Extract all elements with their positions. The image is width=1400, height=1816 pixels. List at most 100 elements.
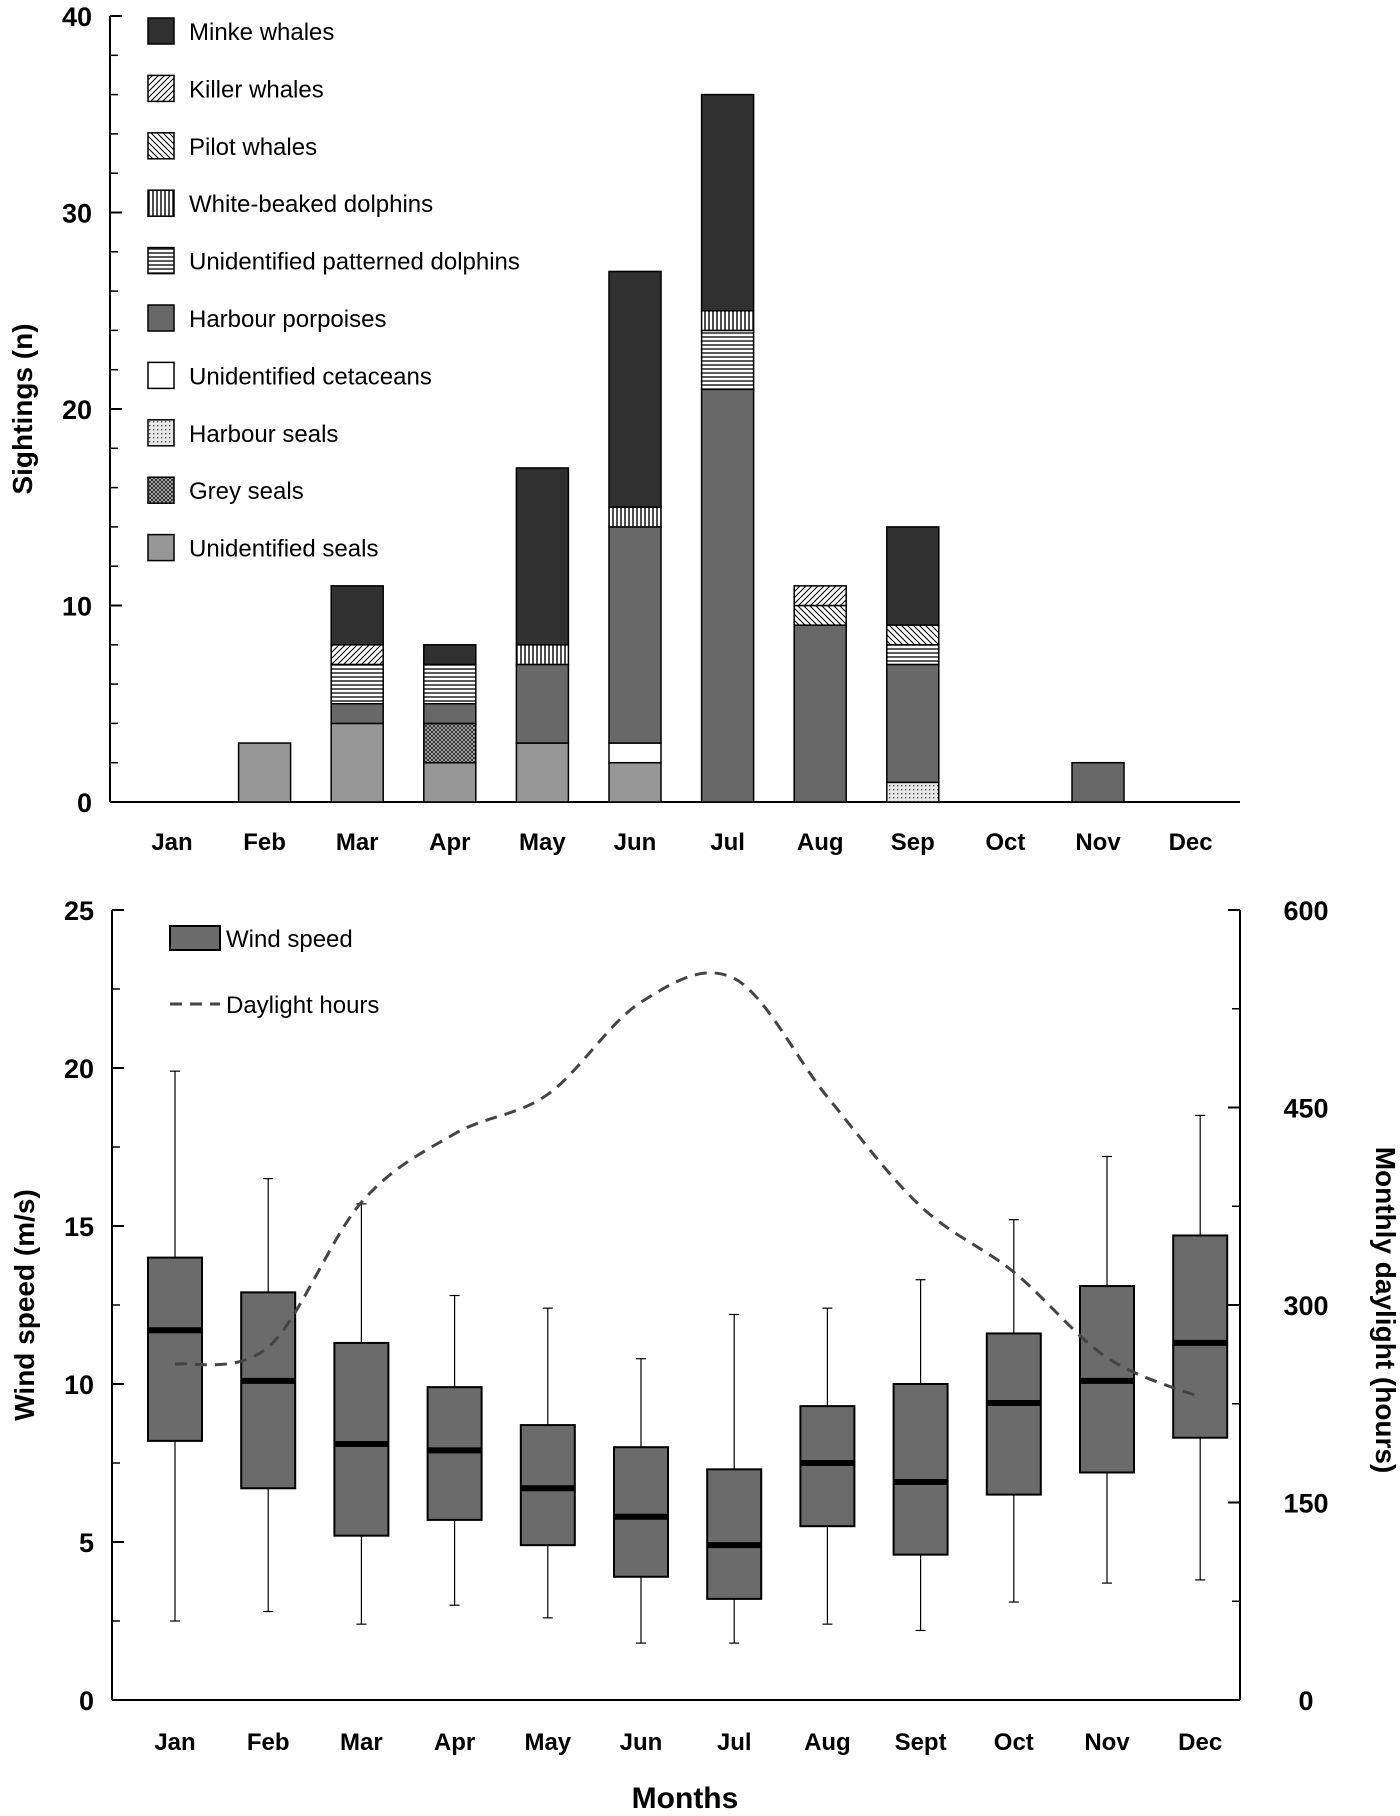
box-iqr [985,1332,1042,1496]
top-x-tick-label-jun: Jun [614,829,657,856]
box-jul [706,1313,763,1644]
bar-aug-pilot-whales [793,604,847,626]
bottom-x-tick-label-nov: Nov [1084,1729,1130,1756]
bar-apr-minke-whales [423,644,477,666]
bar-may-unidentified-seals [515,742,570,803]
top-y-tick-label: 40 [62,2,92,32]
bottom-y-tick-label: 15 [64,1212,94,1242]
legend-swatch-unidentified-seals [147,533,175,562]
top-x-tick-label-may: May [519,829,566,856]
top-x-tick-label-aug: Aug [797,829,844,856]
box-nov [1079,1155,1135,1584]
bottom-y-axis-title: Wind speed (m/s) [9,1189,40,1421]
legend-swatch-minke-whales [147,17,175,45]
box-jun [613,1358,669,1644]
bar-sep-harbour-porpoises [886,663,940,784]
bottom-x-axis-title: Months [632,1782,739,1815]
bottom-x-tick-label-aug: Aug [804,1729,851,1756]
legend-label-harbour-seals: Harbour seals [189,421,338,448]
bar-mar-killer-whales [330,644,384,666]
bottom-y-tick-label: 20 [64,1054,94,1084]
legend-label-unidentified-cetaceans: Unidentified cetaceans [189,363,432,390]
bar-jun-white-beaked-dolphins [608,506,662,528]
bar-may-white-beaked-dolphins [515,644,570,666]
bottom-x-tick-label-jan: Jan [154,1729,195,1756]
bottom-y-tick-label: 0 [79,1686,94,1716]
legend-swatch-harbour-porpoises [147,304,175,332]
box-dec [1172,1114,1229,1581]
bar-apr-unidentified-patterned-dolphins [423,663,477,705]
bottom-x-tick-label-may: May [524,1729,571,1756]
top-y-axis-title: Sightings (n) [7,323,38,494]
bottom-y2-tick-label: 300 [1283,1291,1328,1321]
box-may [519,1307,576,1619]
legend-label-killer-whales: Killer whales [189,76,324,103]
legend-label-grey-seals: Grey seals [189,478,304,505]
legend-label-pilot-whales: Pilot whales [189,134,317,161]
bar-jun-harbour-porpoises [608,526,662,744]
bar-jul-white-beaked-dolphins [700,310,755,332]
bar-sep-pilot-whales [886,624,940,646]
bar-aug-harbour-porpoises [793,624,847,803]
bar-jun-unidentified-seals [608,761,662,803]
box-iqr [799,1405,856,1528]
bar-sep-unidentified-patterned-dolphins [886,644,940,666]
legend-label-daylight-hours: Daylight hours [226,992,379,1019]
top-x-tick-label-jul: Jul [710,829,745,856]
bottom-y-tick-label: 5 [79,1528,94,1558]
bar-jul-harbour-porpoises [700,388,755,803]
box-iqr [519,1424,576,1547]
bar-sep-minke-whales [886,526,940,626]
top-y-tick-label: 30 [62,199,92,229]
bar-jul-minke-whales [700,93,755,312]
bar-feb-unidentified-seals [237,742,292,803]
top-x-tick-label-oct: Oct [985,829,1025,856]
bottom-x-tick-label-oct: Oct [994,1729,1034,1756]
bottom-x-tick-label-feb: Feb [247,1729,290,1756]
bottom-y2-axis-title: Monthly daylight (hours) [1370,1147,1400,1474]
legend-label-harbour-porpoises: Harbour porpoises [189,306,386,333]
legend-swatch-pilot-whales [147,132,175,160]
box-aug [799,1307,856,1625]
box-iqr [240,1291,297,1490]
top-y-tick-label: 0 [77,788,92,818]
bottom-y2-tick-label: 150 [1283,1489,1328,1519]
box-feb [240,1177,297,1613]
bottom-x-tick-label-dec: Dec [1178,1729,1222,1756]
top-x-tick-label-jan: Jan [151,829,192,856]
box-iqr [147,1256,203,1442]
bottom-y2-tick-label: 450 [1283,1094,1328,1124]
legend-label-wind-speed: Wind speed [226,926,353,953]
bottom-x-tick-label-jun: Jun [620,1729,663,1756]
daylight-hours-line [174,971,1201,1399]
bar-apr-harbour-porpoises [423,703,477,725]
legend-swatch-unidentified-patterned-dolphins [147,246,175,275]
legend-swatch-killer-whales [147,74,175,103]
box-jan [147,1070,203,1622]
bottom-x-tick-label-sept: Sept [895,1729,947,1756]
bottom-x-tick-label-mar: Mar [340,1729,383,1756]
bottom-y2-tick-label: 0 [1298,1686,1313,1716]
sightings-chart: 0 10 20 30 40 Jan Feb Mar Apr May Jun Jul Aug Sep Oct… [7,2,1240,856]
legend-swatch-grey-seals [147,476,175,504]
box-iqr [426,1386,483,1521]
box-iqr [333,1341,390,1537]
box-oct [985,1219,1042,1603]
bar-aug-killer-whales [793,585,847,607]
legend-label-unidentified-patterned-dolphins: Unidentified patterned dolphins [189,249,520,276]
box-iqr [892,1383,949,1556]
box-mar [333,1203,390,1625]
legend-swatch-unidentified-cetaceans [147,361,175,390]
bar-mar-minke-whales [330,585,384,646]
bottom-y-tick-label: 10 [64,1370,94,1400]
legend-swatch-white-beaked-dolphins [147,189,175,217]
legend-swatch-harbour-seals [147,419,175,447]
top-x-tick-label-sep: Sep [891,829,935,856]
top-x-tick-label-mar: Mar [336,829,379,856]
bar-may-harbour-porpoises [515,663,570,744]
bar-mar-unidentified-seals [330,722,384,803]
wind-daylight-chart: 0 5 10 15 20 25 0 150 300 450 600 Jan Feb Mar Apr May… [9,896,1400,1815]
legend-label-unidentified-seals: Unidentified seals [189,536,378,563]
top-x-tick-label-feb: Feb [243,829,286,856]
